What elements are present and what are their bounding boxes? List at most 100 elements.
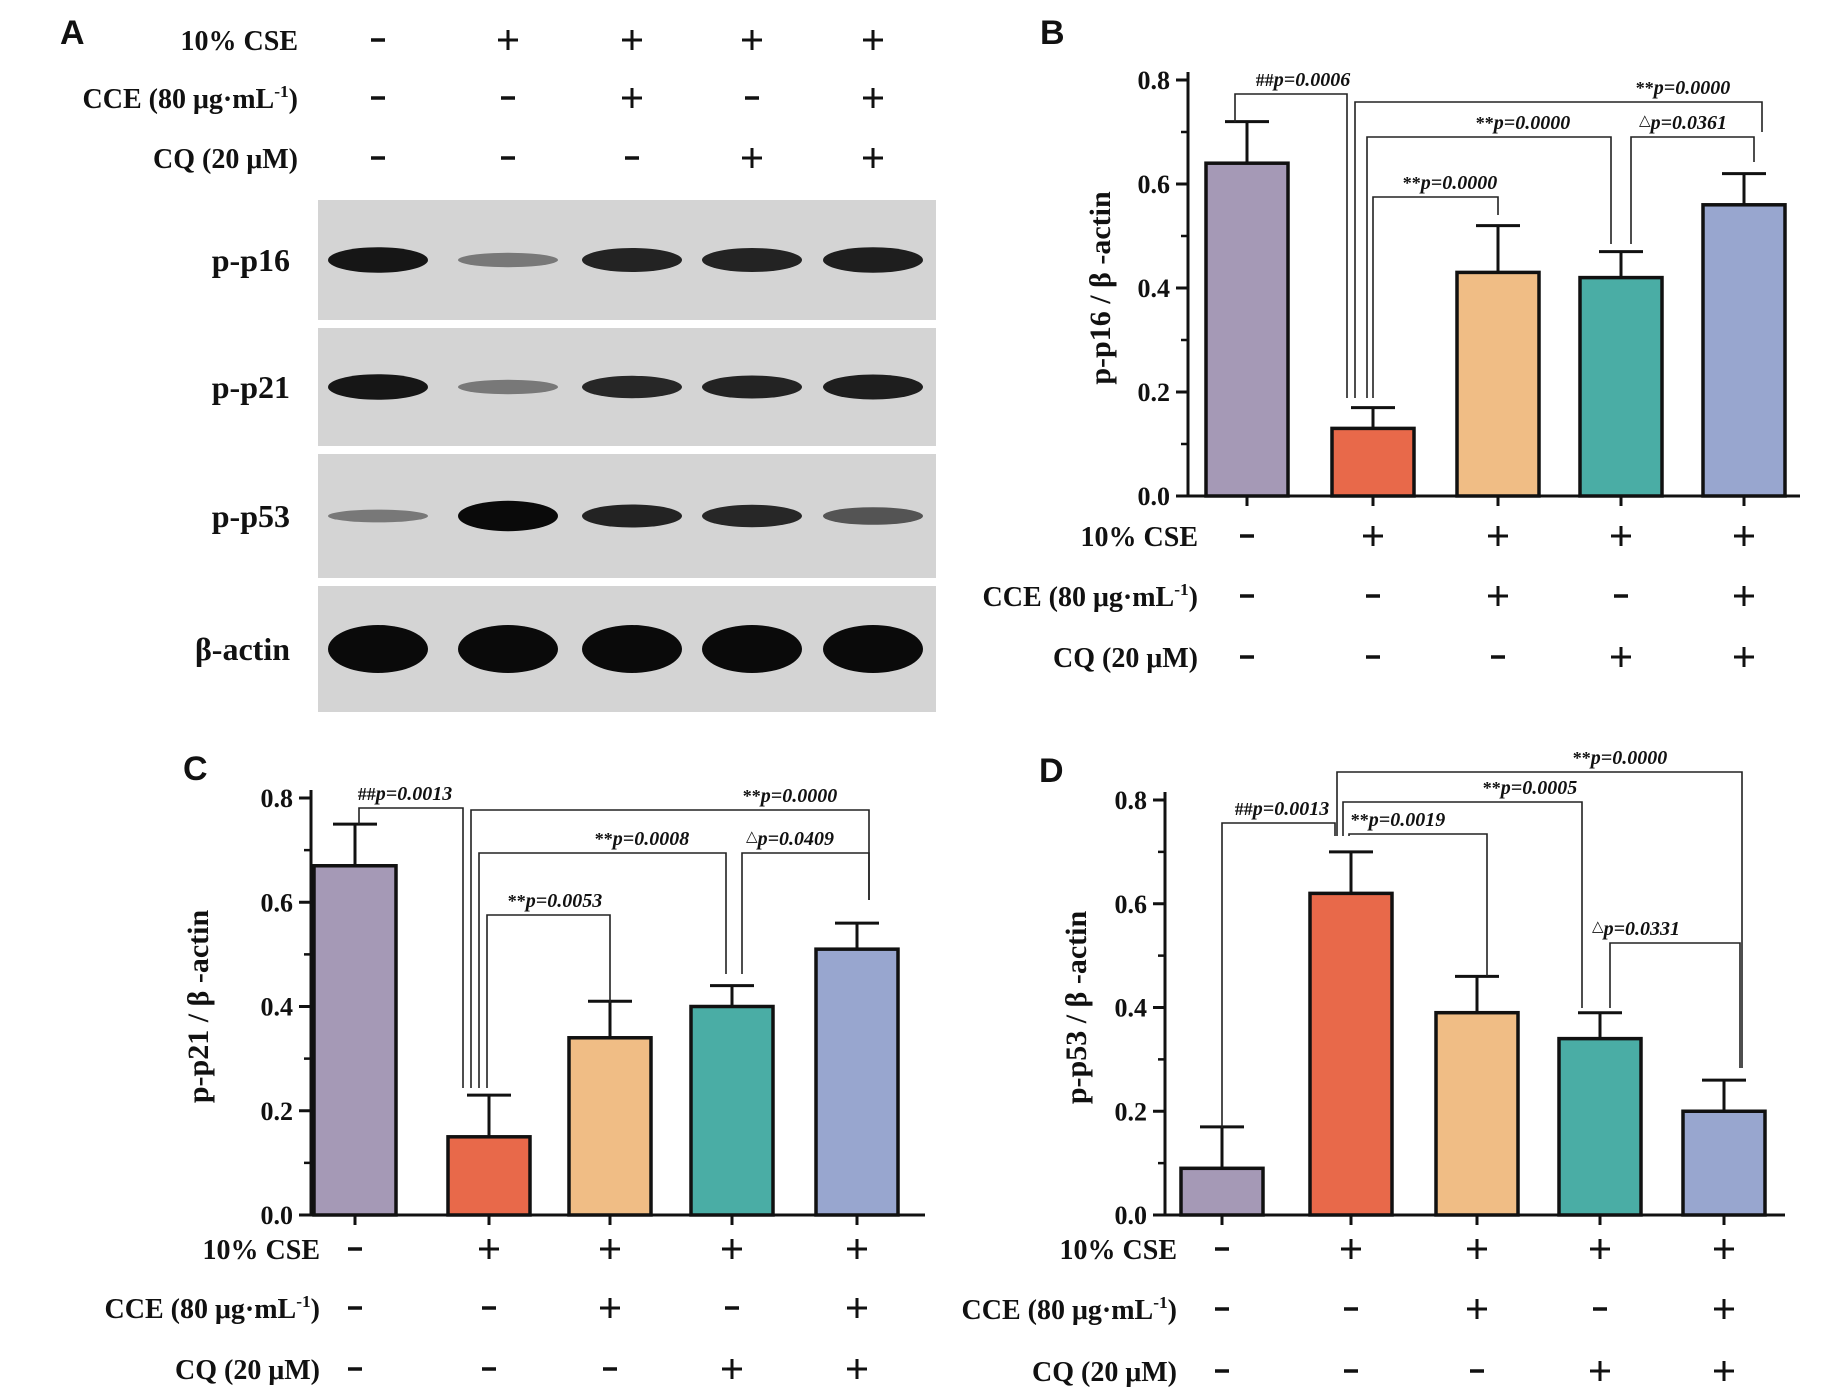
bar-2 — [1330, 426, 1416, 498]
blot-band-0-0 — [328, 247, 428, 273]
bar-5 — [814, 947, 900, 1217]
blot-band-2-0 — [328, 509, 428, 523]
panel-c-treatment-label-2: CQ (20 μM) — [175, 1355, 320, 1386]
blot-band-3-4 — [823, 625, 923, 673]
panel-b-treatment-label-0: 10% CSE — [1081, 522, 1198, 553]
bar-3 — [567, 1036, 653, 1217]
y-tick-label: 0.2 — [1115, 1097, 1148, 1126]
blot-band-0-1 — [458, 252, 558, 268]
y-tick-label: 0.0 — [261, 1201, 294, 1230]
blot-band-1-4 — [823, 374, 923, 400]
panel-a-treatment-label-2: CQ (20 μM) — [153, 144, 298, 175]
blot-label-3: β-actin — [195, 631, 290, 667]
bar-3 — [1455, 270, 1541, 498]
bar-4 — [1578, 275, 1664, 498]
blot-band-3-0 — [328, 625, 428, 673]
blot-band-3-1 — [458, 625, 558, 673]
y-tick-label: 0.8 — [261, 784, 294, 813]
y-tick-label: 0.0 — [1115, 1201, 1148, 1230]
blot-label-1: p-p21 — [212, 369, 290, 405]
sig-label-0: ##p=0.0006 — [1256, 69, 1350, 91]
panel-letter-a: A — [60, 14, 85, 52]
y-axis-label: p-p53 / β -actin — [1060, 911, 1093, 1105]
bar-1 — [312, 864, 398, 1217]
panel-letter-d: D — [1039, 752, 1064, 790]
sig-label-0: ##p=0.0013 — [1235, 798, 1329, 820]
y-tick-label: 0.0 — [1138, 482, 1171, 511]
sig-bracket-0 — [358, 807, 464, 1088]
blot-band-2-4 — [823, 507, 923, 525]
panel-c-chart: C 0.0 0.2 0.4 0.6 0.8 p-p21 / β -actin ##p=0.00… — [105, 750, 925, 1386]
sig-bracket-1 — [1354, 101, 1763, 398]
panel-b-treatment-label-2: CQ (20 μM) — [1053, 643, 1198, 674]
sig-label-3: △p=0.0409 — [746, 828, 834, 850]
sig-bracket-0 — [1234, 93, 1348, 398]
bar-2 — [1308, 891, 1394, 1217]
panel-a-treatment-label-1: CCE (80 μg·mL-1) — [83, 82, 298, 115]
panel-letter-b: B — [1040, 14, 1065, 52]
blot-band-3-2 — [582, 625, 682, 673]
sig-bracket-3 — [1348, 833, 1488, 976]
sig-bracket-2 — [478, 852, 727, 1088]
sig-bracket-3 — [1630, 136, 1755, 244]
sig-label-3: △p=0.0361 — [1639, 112, 1727, 134]
panel-d-treatment-label-0: 10% CSE — [1060, 1235, 1177, 1266]
bar-4 — [689, 1004, 775, 1217]
bar-5 — [1681, 1109, 1767, 1217]
panel-d-chart: D 0.0 0.2 0.4 0.6 0.8 p-p53 / β -actin ##p=0.00… — [962, 747, 1785, 1388]
sig-bracket-2 — [1342, 801, 1583, 1008]
sig-bracket-4 — [1372, 196, 1499, 398]
sig-label-1: **p=0.0000 — [743, 785, 837, 807]
y-axis-label: p-p16 / β -actin — [1084, 191, 1117, 385]
blot-band-2-1 — [458, 500, 558, 532]
sig-bracket-4 — [486, 914, 611, 1088]
panel-letter-c: C — [183, 750, 208, 788]
sig-bracket-2 — [1366, 136, 1612, 398]
panel-c-treatment-label-0: 10% CSE — [203, 1235, 320, 1266]
sig-label-0: ##p=0.0013 — [358, 783, 452, 805]
y-tick-label: 0.4 — [1115, 994, 1148, 1023]
panel-a-western-blot: A 10% CSE CCE (80 μg·mL-1) CQ (20 μM) p-p16 p… — [60, 14, 936, 712]
sig-label-2: **p=0.0005 — [1483, 777, 1577, 799]
sig-label-2: **p=0.0000 — [1476, 112, 1570, 134]
y-tick-label: 0.6 — [1115, 890, 1148, 919]
blot-band-0-2 — [582, 248, 682, 272]
blot-band-0-4 — [823, 247, 923, 273]
blot-band-3-3 — [702, 625, 802, 673]
blot-band-1-2 — [582, 375, 682, 399]
panel-b-chart: B 0.0 0.2 0.4 0.6 0.8 p-p16 / β -actin ##p=0.00… — [983, 14, 1800, 674]
y-tick-label: 0.6 — [1138, 170, 1171, 199]
blot-band-1-1 — [458, 379, 558, 395]
blot-band-0-3 — [702, 248, 802, 272]
sig-bracket-0 — [1221, 822, 1336, 1128]
bar-3 — [1434, 1010, 1520, 1217]
blot-band-1-3 — [702, 375, 802, 399]
sig-label-3: **p=0.0019 — [1351, 809, 1445, 831]
y-tick-label: 0.8 — [1115, 786, 1148, 815]
bar-1 — [1179, 1166, 1265, 1217]
sig-bracket-4 — [1609, 942, 1741, 1068]
blot-band-2-3 — [702, 504, 802, 528]
y-tick-label: 0.2 — [1138, 378, 1171, 407]
sig-label-4: **p=0.0053 — [508, 890, 602, 912]
blot-label-0: p-p16 — [212, 242, 290, 278]
sig-bracket-1 — [470, 809, 870, 1088]
bar-4 — [1557, 1036, 1643, 1217]
y-tick-label: 0.4 — [1138, 274, 1171, 303]
sig-bracket-1 — [1336, 771, 1743, 1068]
y-tick-label: 0.2 — [261, 1097, 294, 1126]
panel-d-treatment-label-1: CCE (80 μg·mL-1) — [962, 1293, 1177, 1326]
panel-d-treatment-label-2: CQ (20 μM) — [1032, 1357, 1177, 1388]
bar-1 — [1204, 161, 1290, 498]
sig-label-1: **p=0.0000 — [1573, 747, 1667, 769]
blot-band-1-0 — [328, 374, 428, 400]
panel-a-treatment-label-0: 10% CSE — [181, 26, 298, 57]
sig-label-2: **p=0.0008 — [595, 828, 689, 850]
blot-band-2-2 — [582, 504, 682, 528]
sig-label-4: **p=0.0000 — [1403, 172, 1497, 194]
bar-5 — [1701, 203, 1787, 498]
blot-label-2: p-p53 — [212, 498, 290, 534]
y-tick-label: 0.4 — [261, 993, 294, 1022]
y-tick-label: 0.6 — [261, 888, 294, 917]
